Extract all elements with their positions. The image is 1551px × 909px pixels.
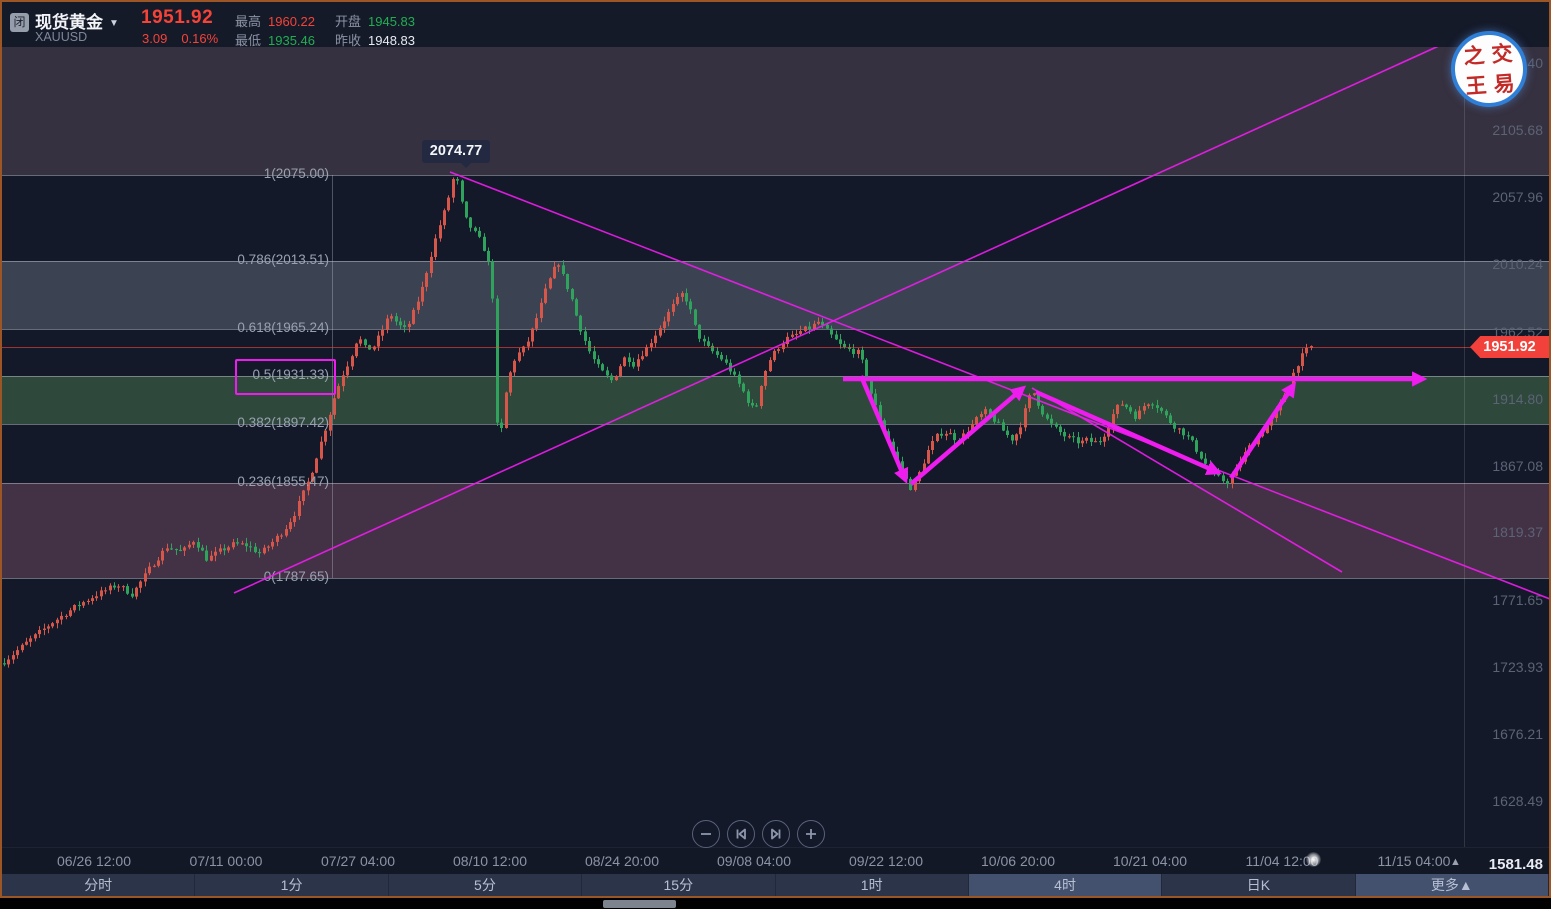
- fib-highlight-box: [235, 359, 336, 395]
- fib-zone-band: [2, 260, 1549, 329]
- interval-button-1分[interactable]: 1分: [195, 874, 389, 896]
- x-axis-label: 11/04 12:00: [1245, 853, 1319, 869]
- stat-4: 昨收 1948.83: [335, 33, 416, 48]
- interval-button-15分[interactable]: 15分: [582, 874, 776, 896]
- chart-area[interactable]: 1(2075.00) 0.786(2013.51) 0.618(1965.24) 0.…: [2, 2, 1549, 874]
- y-axis-label: 1723.93: [1492, 658, 1543, 675]
- x-axis-label: 08/24 20:00: [585, 853, 659, 869]
- fib-level-label: 0.236(1855.47): [237, 473, 329, 489]
- zoom-out-button[interactable]: [692, 820, 720, 848]
- x-axis-label: 06/26 12:00: [57, 853, 131, 869]
- stat-3: 最低 1935.46: [235, 33, 316, 48]
- fib-level-line: [2, 482, 1549, 484]
- x-axis-label: 10/21 04:00: [1113, 853, 1187, 869]
- current-price-badge: 1951.92: [1470, 336, 1549, 358]
- fib-level-line: [2, 376, 1549, 378]
- skip-start-icon: [736, 828, 746, 840]
- interval-toolbar: 分时 1分 5分 15分 1时 4时 日K 更多▲: [2, 874, 1549, 896]
- fib-level-line: [2, 578, 1549, 580]
- taskbar-strip: [0, 898, 1551, 909]
- interval-button-1时[interactable]: 1时: [776, 874, 969, 896]
- last-price: 1951.92: [141, 7, 214, 28]
- y-axis-label: 1581.48: [1488, 855, 1543, 873]
- y-axis-label: 1628.49: [1492, 792, 1543, 809]
- fib-vertical-line: [332, 174, 333, 579]
- taskbar-pill: [603, 900, 676, 908]
- skip-end-button[interactable]: [762, 820, 790, 848]
- interval-button-5分[interactable]: 5分: [389, 874, 583, 896]
- peak-price-tooltip: 2074.77: [422, 140, 490, 168]
- price-change: 3.09 0.16%: [142, 31, 232, 46]
- y-axis-label: 1867.08: [1492, 457, 1543, 474]
- fib-level-label: 0.5(1931.33): [252, 367, 329, 383]
- logo-text-row1: 之交: [1462, 39, 1521, 69]
- y-axis-label: 2010.24: [1492, 256, 1543, 273]
- x-axis-label: 09/08 04:00: [717, 853, 791, 869]
- y-axis-label: 1771.65: [1492, 591, 1543, 608]
- fib-level-line: [2, 328, 1549, 330]
- y-axis-label: 2057.96: [1492, 189, 1543, 206]
- interval-button-4时[interactable]: 4时: [968, 874, 1163, 896]
- instrument-title-dropdown[interactable]: 现货黄金 ▼: [35, 8, 119, 33]
- current-bar-indicator: [1306, 852, 1321, 867]
- x-axis-label: 07/11 00:00: [189, 853, 263, 869]
- change-value: 3.09: [142, 31, 168, 46]
- fib-level-line: [2, 174, 1549, 176]
- axis-separator: [1464, 47, 1465, 873]
- fib-level-line: [2, 423, 1549, 425]
- stat-1: 最高 1960.22: [235, 14, 316, 29]
- fib-level-label: 0.786(2013.51): [237, 251, 329, 267]
- plus-icon: [806, 829, 816, 839]
- y-axis-label: 1819.37: [1492, 524, 1543, 541]
- skip-end-icon: [771, 828, 781, 840]
- change-percent: 0.16%: [181, 31, 219, 46]
- instrument-symbol: XAUUSD: [35, 30, 88, 44]
- x-axis-label: 11/15 04:00: [1377, 853, 1451, 869]
- x-axis-label: 07/27 04:00: [321, 853, 395, 869]
- fib-level-line: [2, 260, 1549, 262]
- x-axis-label: 08/10 12:00: [453, 853, 527, 869]
- interval-button-分时[interactable]: 分时: [2, 874, 196, 896]
- current-price-line: [2, 347, 1472, 348]
- x-axis-label: 10/06 20:00: [981, 853, 1055, 869]
- y-axis-label: 1676.21: [1492, 725, 1543, 742]
- header-bar: 闭 现货黄金 ▼ XAUUSD 1951.92 3.09 0.16% 最高 1960.…: [2, 2, 1549, 48]
- interval-button-更多▲[interactable]: 更多▲: [1355, 874, 1549, 896]
- fib-level-label: 0.618(1965.24): [237, 319, 329, 335]
- stat-2: 开盘 1945.83: [335, 14, 416, 29]
- skip-start-button[interactable]: [727, 820, 755, 848]
- minus-icon: [701, 833, 711, 835]
- x-axis-label: 09/22 12:00: [849, 853, 923, 869]
- chevron-down-icon: ▼: [109, 18, 119, 29]
- y-axis-label: 2105.68: [1492, 122, 1543, 139]
- instrument-name: 现货黄金: [35, 13, 103, 32]
- fib-level-label: 1(2075.00): [263, 165, 329, 181]
- zoom-in-button[interactable]: [797, 820, 825, 848]
- fib-level-label: 0.382(1897.42): [237, 414, 329, 430]
- y-axis-label: 1914.80: [1492, 390, 1543, 407]
- axis-marker-icon: ▲: [1450, 856, 1461, 868]
- logo-text-row2: 王易: [1464, 69, 1523, 99]
- close-button[interactable]: 闭: [10, 13, 29, 32]
- interval-button-日K[interactable]: 日K: [1162, 874, 1356, 896]
- fib-zone-band: [2, 47, 1549, 175]
- y-axis-label: 1962.52: [1492, 323, 1543, 340]
- drawing-annotations: [233, 9, 1549, 600]
